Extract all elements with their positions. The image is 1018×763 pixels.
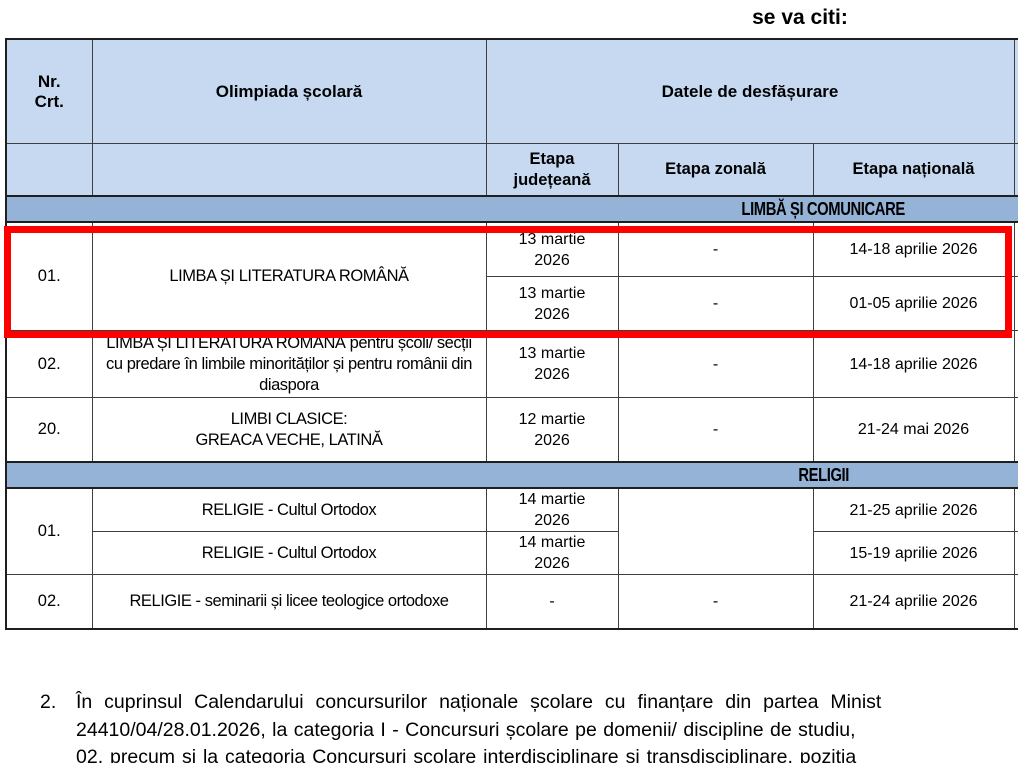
header-cell-etapa-nationala: Etapa națională: [812, 143, 1015, 197]
header-cell-clipped: [1013, 38, 1018, 144]
section-cell: RELIGII: [5, 461, 1018, 489]
cell-etapa-nationala: 21-24 aprilie 2026: [812, 574, 1015, 630]
cell-etapa-judeteana: -: [485, 574, 619, 630]
cell-etapa-zonala: -: [617, 330, 814, 398]
cell-etapa-judeteana: 12 martie 2026: [485, 397, 619, 463]
cell-etapa-nationala: 21-25 aprilie 2026: [812, 487, 1015, 532]
header-cell-dates: Datele de desfășurare: [485, 38, 1015, 144]
clipped-cell: [1013, 221, 1018, 277]
cell-nr: 02.: [5, 330, 93, 398]
cell-etapa-zonala: -: [617, 276, 814, 331]
note-line: 02, precum și la categoria Concursuri șc…: [76, 746, 857, 763]
cell-nr: 01.: [5, 487, 93, 575]
clipped-cell: [1013, 574, 1018, 630]
header-cell-clipped: [1013, 143, 1018, 197]
intro-label: se va citi:: [752, 6, 848, 29]
cell-etapa-judeteana: 13 martie 2026: [485, 330, 619, 398]
cell-etapa-nationala: 21-24 mai 2026: [812, 397, 1015, 463]
table-row: 20. LIMBI CLASICE: GREACA VECHE, LATINĂ …: [5, 397, 1018, 463]
note-number: 2.: [40, 691, 57, 713]
cell-etapa-nationala: 01-05 aprilie 2026: [812, 276, 1015, 331]
cell-etapa-nationala: 14-18 aprilie 2026: [812, 330, 1015, 398]
header-row-stages: Etapa județeană Etapa zonală Etapa națio…: [5, 143, 1018, 197]
clipped-cell: [1013, 531, 1018, 575]
cell-nr: 20.: [5, 397, 93, 463]
table-row: 01. RELIGIE - Cultul Ortodox 14 martie 2…: [5, 487, 1018, 575]
clipped-cell: [1013, 397, 1018, 463]
note-text: În cuprinsul Calendarului concursurilor …: [76, 689, 1018, 763]
cell-etapa-judeteana: 14 martie 2026: [485, 487, 619, 532]
header-cell-nr-crt: Nr. Crt.: [5, 38, 93, 144]
clipped-cell: [1013, 276, 1018, 331]
calendar-table-wrapper: Nr. Crt. Olimpiada școlară Datele de des…: [5, 38, 1018, 630]
section-label: LIMBĂ ȘI COMUNICARE: [741, 198, 906, 219]
header-cell-etapa-judeteana: Etapa județeană: [485, 143, 619, 197]
cell-olympiad-name: LIMBA ȘI LITERATURA ROMÂNĂ pentru școli/…: [91, 330, 487, 398]
header-cell-etapa-zonala: Etapa zonală: [617, 143, 814, 197]
table-row: 02. RELIGIE - seminarii și licee teologi…: [5, 574, 1018, 630]
cell-olympiad-name: RELIGIE - Cultul Ortodox: [91, 531, 487, 575]
cell-etapa-zonala: [617, 487, 814, 575]
cell-nr: 01.: [5, 221, 93, 331]
section-label: RELIGII: [798, 464, 849, 485]
header-cell-empty-nr: [5, 143, 93, 197]
section-row-limba-si-comunicare: LIMBĂ ȘI COMUNICARE: [5, 195, 1018, 223]
section-row-religii: RELIGII: [5, 461, 1018, 489]
note-line: În cuprinsul Calendarului concursurilor …: [76, 691, 882, 713]
section-cell: LIMBĂ ȘI COMUNICARE: [5, 195, 1018, 223]
cell-olympiad-name: RELIGIE - seminarii și licee teologice o…: [91, 574, 487, 630]
cell-nr: 02.: [5, 574, 93, 630]
header-cell-olympiad: Olimpiada școlară: [91, 38, 487, 144]
clipped-cell: [1013, 487, 1018, 532]
cell-etapa-zonala: -: [617, 574, 814, 630]
cell-etapa-nationala: 15-19 aprilie 2026: [812, 531, 1015, 575]
table-row: 02. LIMBA ȘI LITERATURA ROMÂNĂ pentru șc…: [5, 330, 1018, 398]
table-row: RELIGIE - Cultul Ortodox 14 martie 2026 …: [6, 531, 1018, 575]
cell-etapa-zonala: -: [617, 397, 814, 463]
cell-etapa-judeteana: 14 martie 2026: [485, 531, 619, 575]
header-row-main: Nr. Crt. Olimpiada școlară Datele de des…: [5, 38, 1018, 144]
cell-olympiad-name: LIMBI CLASICE: GREACA VECHE, LATINĂ: [91, 397, 487, 463]
note-item-2: 2. În cuprinsul Calendarului concursuril…: [40, 689, 1018, 763]
note-line: 24410/04/28.01.2026, la categoria I - Co…: [76, 718, 856, 741]
highlight-box: [4, 226, 1012, 338]
cell-olympiad-name: RELIGIE - Cultul Ortodox: [91, 487, 487, 532]
header-cell-empty-olympiad: [91, 143, 487, 197]
olympiad-calendar-table: Nr. Crt. Olimpiada școlară Datele de des…: [5, 38, 1018, 630]
cell-olympiad-name: LIMBA ȘI LITERATURA ROMÂNĂ: [91, 221, 487, 331]
clipped-cell: [1013, 330, 1018, 398]
